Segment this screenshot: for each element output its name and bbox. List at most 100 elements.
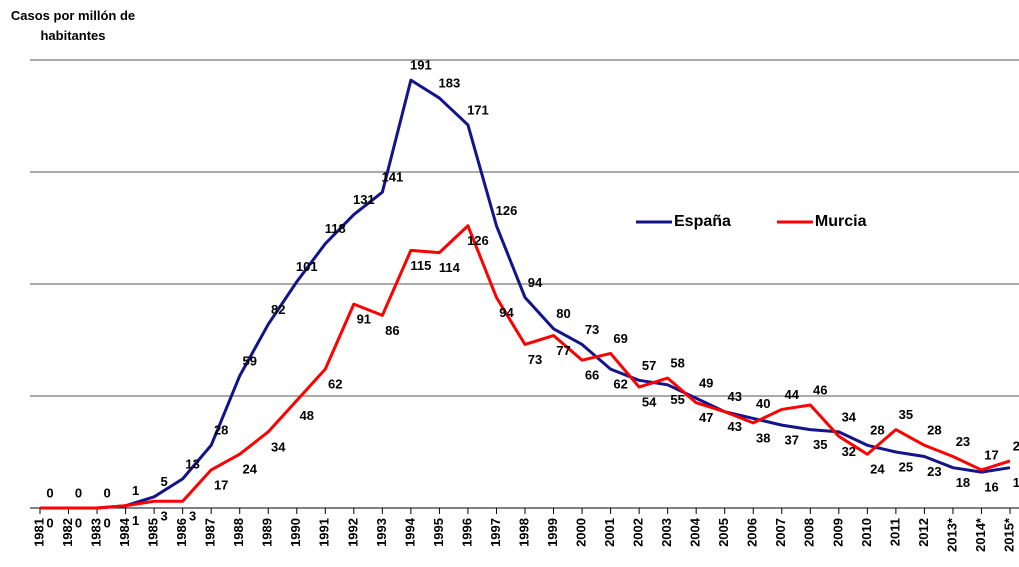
data-label: 35 bbox=[813, 437, 827, 452]
data-label: 73 bbox=[585, 322, 599, 337]
data-label: 77 bbox=[556, 343, 570, 358]
x-tick-label: 1982 bbox=[60, 518, 75, 547]
data-label: 48 bbox=[300, 408, 314, 423]
x-tick-label: 1994 bbox=[402, 517, 417, 547]
data-label: 17 bbox=[214, 477, 228, 492]
data-label: 0 bbox=[75, 485, 82, 500]
x-tick-label: 1986 bbox=[174, 518, 189, 547]
legend-label: Murcia bbox=[815, 213, 867, 230]
data-label: 0 bbox=[46, 515, 53, 530]
x-tick-label: 2006 bbox=[745, 518, 760, 547]
data-label: 126 bbox=[496, 203, 518, 218]
data-label: 28 bbox=[214, 423, 228, 438]
x-tick-label: 1996 bbox=[459, 518, 474, 547]
data-label: 23 bbox=[956, 434, 970, 449]
data-label: 3 bbox=[161, 509, 168, 524]
data-label: 94 bbox=[499, 305, 514, 320]
data-label: 91 bbox=[357, 312, 371, 327]
data-label: 54 bbox=[642, 394, 657, 409]
data-label: 47 bbox=[699, 410, 713, 425]
x-tick-label: 2007 bbox=[773, 518, 788, 547]
data-label: 94 bbox=[528, 275, 543, 290]
data-label: 18 bbox=[956, 475, 970, 490]
data-label: 23 bbox=[927, 464, 941, 479]
data-label: 114 bbox=[439, 260, 461, 275]
x-tick-label: 2011 bbox=[887, 518, 902, 546]
x-tick-label: 2004 bbox=[688, 517, 703, 547]
data-label: 1 bbox=[132, 513, 139, 528]
data-label: 17 bbox=[984, 447, 998, 462]
x-tick-label: 1991 bbox=[317, 518, 332, 547]
x-tick-label: 2001 bbox=[602, 518, 617, 547]
data-label: 34 bbox=[842, 409, 857, 424]
data-label: 69 bbox=[613, 331, 627, 346]
series-line bbox=[40, 224, 1011, 510]
data-label: 43 bbox=[727, 389, 741, 404]
data-label: 62 bbox=[328, 377, 342, 392]
data-label: 0 bbox=[103, 485, 110, 500]
x-tick-label: 1981 bbox=[31, 518, 46, 547]
data-label: 141 bbox=[382, 170, 404, 185]
data-label: 5 bbox=[161, 474, 168, 489]
data-label: 49 bbox=[699, 376, 713, 391]
data-label: 171 bbox=[467, 102, 489, 117]
data-label: 66 bbox=[585, 368, 599, 383]
data-label: 0 bbox=[103, 515, 110, 530]
data-label: 46 bbox=[813, 382, 827, 397]
data-label: 21 bbox=[1013, 438, 1019, 453]
data-label: 28 bbox=[870, 423, 884, 438]
data-label: 59 bbox=[242, 353, 256, 368]
data-label: 18 bbox=[1013, 475, 1019, 490]
x-tick-label: 2002 bbox=[631, 518, 646, 547]
data-label: 82 bbox=[271, 302, 285, 317]
data-label: 37 bbox=[785, 433, 799, 448]
data-label: 13 bbox=[185, 456, 199, 471]
data-label: 183 bbox=[439, 76, 461, 91]
data-label: 35 bbox=[899, 407, 913, 422]
data-label: 38 bbox=[756, 430, 770, 445]
data-label: 28 bbox=[927, 423, 941, 438]
data-label: 25 bbox=[899, 459, 913, 474]
x-tick-label: 1988 bbox=[231, 518, 246, 547]
x-tick-label: 1999 bbox=[545, 518, 560, 547]
data-label: 58 bbox=[670, 356, 684, 371]
x-tick-label: 1992 bbox=[345, 518, 360, 547]
data-label: 32 bbox=[842, 444, 856, 459]
x-tick-label: 1997 bbox=[488, 518, 503, 547]
x-tick-label: 2013* bbox=[944, 517, 959, 552]
x-tick-label: 2010 bbox=[859, 518, 874, 547]
data-label: 3 bbox=[189, 509, 196, 524]
x-tick-label: 2005 bbox=[716, 518, 731, 547]
data-label: 1 bbox=[132, 483, 139, 498]
x-tick-label: 2012 bbox=[916, 518, 931, 547]
data-label: 0 bbox=[46, 485, 53, 500]
data-label: 73 bbox=[528, 352, 542, 367]
data-label: 24 bbox=[870, 462, 885, 477]
data-label: 0 bbox=[75, 515, 82, 530]
x-tick-label: 1990 bbox=[288, 518, 303, 547]
y-axis-label: Casos por millón de habitantes bbox=[10, 8, 136, 43]
data-label: 131 bbox=[353, 192, 375, 207]
data-label: 101 bbox=[296, 259, 318, 274]
data-label: 86 bbox=[385, 323, 399, 338]
data-label: 24 bbox=[242, 462, 257, 477]
data-label: 191 bbox=[410, 58, 432, 73]
x-tick-label: 1984 bbox=[117, 517, 132, 547]
data-label: 40 bbox=[756, 396, 770, 411]
data-label: 57 bbox=[642, 358, 656, 373]
data-label: 126 bbox=[467, 233, 489, 248]
x-tick-label: 1995 bbox=[431, 518, 446, 547]
data-label: 34 bbox=[271, 439, 286, 454]
x-tick-label: 2015* bbox=[1001, 517, 1016, 552]
x-tick-label: 1983 bbox=[88, 518, 103, 547]
data-label: 16 bbox=[984, 480, 998, 495]
x-tick-label: 2009 bbox=[830, 518, 845, 547]
data-label: 62 bbox=[613, 377, 627, 392]
x-tick-label: 1987 bbox=[203, 518, 218, 547]
x-tick-label: 1993 bbox=[374, 518, 389, 547]
data-label: 44 bbox=[785, 387, 800, 402]
x-tick-label: 2008 bbox=[802, 518, 817, 547]
data-label: 43 bbox=[727, 419, 741, 434]
